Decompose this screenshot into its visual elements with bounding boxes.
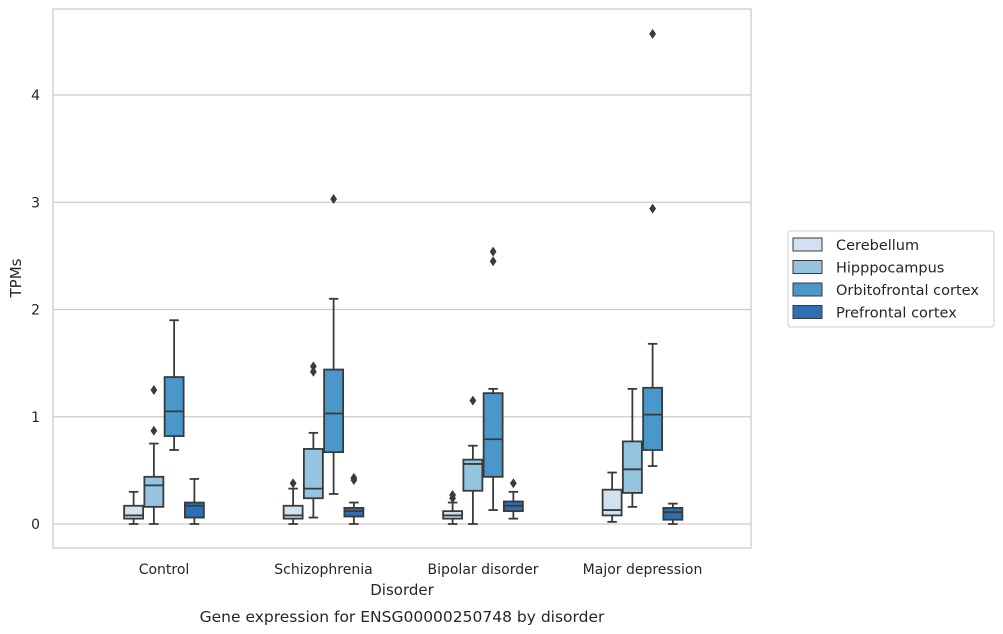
outlier-point bbox=[309, 366, 317, 377]
box-body bbox=[662, 507, 684, 521]
outlier-point bbox=[289, 478, 297, 489]
box-2-1 bbox=[462, 395, 484, 525]
x-tick-label: Bipolar disorder bbox=[427, 562, 538, 578]
outlier-point bbox=[449, 490, 457, 501]
boxes-layer bbox=[123, 28, 684, 525]
legend-swatch bbox=[792, 260, 823, 274]
figure-caption: Gene expression for ENSG00000250748 by d… bbox=[200, 608, 605, 626]
box-body bbox=[621, 440, 643, 494]
x-tick-label: Schizophrenia bbox=[274, 562, 372, 578]
legend-label: Orbitofrontal cortex bbox=[836, 283, 979, 299]
y-tick-label: 1 bbox=[31, 410, 40, 426]
y-tick-labels: 0 1 2 3 4 bbox=[31, 88, 40, 533]
box-1-2 bbox=[323, 194, 345, 495]
box-body bbox=[282, 504, 304, 520]
legend: Cerebellum Hipppocampus Orbitofrontal cort… bbox=[787, 230, 995, 328]
x-tick-label: Major depression bbox=[583, 562, 703, 578]
box-body bbox=[183, 501, 205, 519]
legend-swatch bbox=[792, 305, 823, 319]
legend-swatch bbox=[792, 237, 823, 252]
outlier-point bbox=[469, 395, 477, 406]
x-axis-label: Disorder bbox=[370, 581, 434, 599]
box-body bbox=[462, 458, 484, 492]
y-tick-label: 4 bbox=[31, 88, 40, 104]
outlier-point bbox=[150, 425, 158, 436]
box-0-1 bbox=[143, 384, 165, 525]
box-3-3 bbox=[662, 502, 684, 525]
outlier-point bbox=[649, 28, 657, 39]
box-body bbox=[323, 368, 345, 454]
y-tick-label: 0 bbox=[31, 517, 40, 533]
box-1-1 bbox=[302, 361, 324, 519]
box-body bbox=[143, 475, 165, 508]
box-0-2 bbox=[163, 319, 185, 451]
legend-label: Prefrontal cortex bbox=[836, 306, 957, 322]
box-1-3 bbox=[343, 472, 365, 525]
box-body bbox=[123, 504, 145, 520]
box-0-3 bbox=[183, 478, 205, 525]
legend-swatch bbox=[792, 282, 823, 297]
box-body bbox=[482, 392, 504, 478]
box-1-0 bbox=[282, 478, 304, 525]
legend-items: Cerebellum Hipppocampus Orbitofrontal cort… bbox=[792, 237, 979, 322]
x-tick-label: Control bbox=[139, 562, 190, 578]
outlier-point bbox=[649, 203, 657, 214]
box-body bbox=[163, 376, 185, 437]
y-tick-label: 3 bbox=[31, 195, 40, 211]
box-body bbox=[343, 507, 365, 518]
outlier-point bbox=[309, 361, 317, 372]
outlier-point bbox=[330, 194, 338, 205]
outlier-point bbox=[509, 478, 517, 489]
plot-frame bbox=[52, 8, 752, 549]
box-3-0 bbox=[601, 471, 623, 523]
outlier-point bbox=[489, 246, 497, 257]
legend-label: Cerebellum bbox=[836, 238, 919, 254]
outlier-point bbox=[489, 256, 497, 267]
box-3-2 bbox=[642, 28, 664, 467]
y-tick-label: 2 bbox=[31, 303, 40, 319]
legend-label: Hipppocampus bbox=[836, 261, 944, 277]
legend-frame bbox=[787, 230, 995, 328]
box-0-0 bbox=[123, 490, 145, 525]
box-2-3 bbox=[502, 478, 524, 520]
box-body bbox=[642, 386, 664, 451]
box-3-1 bbox=[621, 387, 643, 508]
outlier-point bbox=[150, 384, 158, 395]
x-tick-labels: Control Schizophrenia Bipolar disorder Majo… bbox=[139, 562, 703, 578]
box-body bbox=[601, 488, 623, 517]
box-2-0 bbox=[442, 490, 464, 525]
box-2-2 bbox=[482, 246, 504, 511]
box-body bbox=[302, 448, 324, 500]
outlier-point bbox=[350, 472, 358, 483]
y-axis-label: TPMs bbox=[7, 258, 25, 298]
